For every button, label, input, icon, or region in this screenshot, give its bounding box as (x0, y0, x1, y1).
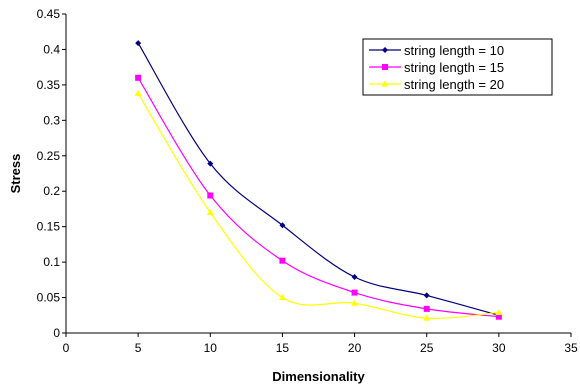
legend-swatch-marker (381, 80, 389, 87)
x-axis-title: Dimensionality (272, 369, 365, 384)
data-point (351, 289, 358, 296)
series-layer (134, 40, 503, 321)
data-point (207, 192, 214, 199)
legend-box (362, 38, 553, 96)
legend-label: string length = 20 (404, 77, 504, 92)
y-axis-title: Stress (8, 154, 23, 194)
x-tick-label: 5 (135, 341, 142, 355)
data-point (135, 74, 142, 81)
y-tick-label: 0.15 (37, 220, 61, 234)
x-tick-label: 15 (276, 341, 290, 355)
y-tick-label: 0.2 (43, 184, 60, 198)
y-tick-label: 0.35 (37, 78, 61, 92)
y-tick-label: 0.3 (43, 113, 60, 127)
data-point (495, 313, 502, 320)
series-line (137, 77, 499, 318)
legend-label: string length = 15 (404, 60, 504, 75)
x-tick-label: 0 (63, 341, 70, 355)
series-line (137, 93, 499, 319)
data-point (423, 292, 430, 299)
y-tick-label: 0.25 (37, 149, 61, 163)
legend: string length = 10 string length = 15 stri… (362, 38, 553, 96)
y-axis: 0 0.05 0.1 0.15 0.2 0.25 0.3 0.35 0.4 0.45 (37, 7, 67, 340)
x-tick-label: 25 (420, 341, 434, 355)
data-point (351, 273, 358, 280)
y-tick-label: 0.45 (37, 7, 61, 21)
x-tick-label: 30 (492, 341, 506, 355)
data-point (423, 314, 431, 321)
series-3 (134, 89, 503, 321)
x-tick-label: 35 (564, 341, 578, 355)
data-point (351, 299, 359, 306)
data-point (423, 305, 430, 312)
x-axis: 0 5 10 15 20 25 30 35 (63, 332, 578, 355)
series-2 (135, 74, 502, 320)
legend-label: string length = 10 (404, 43, 504, 58)
x-tick-label: 20 (348, 341, 362, 355)
data-point (206, 208, 214, 215)
data-point (135, 40, 142, 47)
data-point (279, 222, 286, 229)
data-point (134, 89, 142, 96)
y-tick-label: 0.4 (43, 42, 60, 56)
data-point (279, 257, 286, 264)
x-tick-label: 10 (204, 341, 218, 355)
data-point (278, 294, 286, 301)
y-tick-label: 0.1 (43, 255, 60, 269)
data-point (495, 308, 503, 315)
legend-swatch-marker (382, 47, 388, 53)
y-tick-label: 0 (53, 326, 60, 340)
data-point (207, 160, 214, 167)
legend-swatch-marker (382, 64, 388, 70)
y-tick-label: 0.05 (37, 291, 61, 305)
